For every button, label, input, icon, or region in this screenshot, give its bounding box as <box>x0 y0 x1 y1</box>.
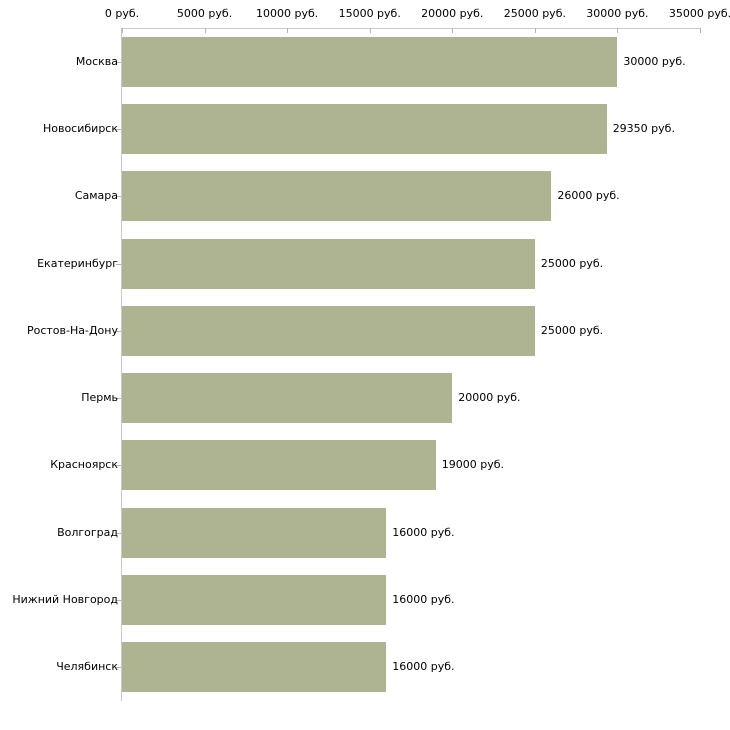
x-axis-tick-mark <box>122 28 123 33</box>
bar[interactable] <box>122 440 436 491</box>
bar[interactable] <box>122 36 618 87</box>
y-axis-line <box>121 28 122 701</box>
bar-value-label: 25000 руб. <box>540 256 604 270</box>
x-axis-tick-label: 15000 руб. <box>338 7 401 20</box>
y-axis-tick-mark <box>116 667 121 669</box>
bar-value-label: 19000 руб. <box>441 458 505 472</box>
bar[interactable] <box>122 103 607 154</box>
bar[interactable] <box>122 575 387 626</box>
x-axis-tick-mark <box>534 28 536 33</box>
y-axis-category-label: Пермь <box>81 391 118 405</box>
y-axis-tick-mark <box>116 263 121 265</box>
bar[interactable] <box>122 507 387 558</box>
y-axis-tick-mark <box>116 330 121 332</box>
bar-value-label: 16000 руб. <box>392 593 455 607</box>
bar-value-label: 26000 руб. <box>557 189 620 203</box>
x-axis-tick-mark <box>204 28 206 33</box>
x-axis-line <box>122 28 700 29</box>
y-axis-category-label: Новосибирск <box>42 121 118 135</box>
bar[interactable] <box>122 171 552 222</box>
bar-value-label: 20000 руб. <box>458 391 521 405</box>
plot-area: 30000 руб. 29350 руб. 26000 руб. 25000 руб.… <box>122 28 730 701</box>
bar[interactable] <box>122 238 535 289</box>
bar[interactable] <box>122 305 535 356</box>
y-axis-category-label: Красноярск <box>50 458 118 472</box>
y-axis-tick-mark <box>116 532 121 534</box>
y-axis-category-label: Волгоград <box>57 525 118 539</box>
y-axis-tick-mark <box>116 600 121 602</box>
y-axis-tick-mark <box>116 398 121 400</box>
y-axis-tick-mark <box>116 465 121 467</box>
y-axis-category-label: Челябинск <box>56 660 118 674</box>
x-axis-tick-label: 10000 руб. <box>256 7 319 20</box>
x-axis-tick-mark <box>700 28 701 33</box>
bar-value-label: 29350 руб. <box>612 121 675 135</box>
y-axis-tick-mark <box>116 196 121 198</box>
y-axis-tick-mark <box>116 128 121 130</box>
y-axis-category-label: Москва <box>75 54 118 68</box>
x-axis-tick-label: 5000 руб. <box>176 7 233 20</box>
bar-value-label: 30000 руб. <box>623 54 686 68</box>
x-axis-tick-mark <box>452 28 454 33</box>
x-axis-tick-label: 20000 руб. <box>421 7 484 20</box>
x-axis-tick-mark <box>369 28 371 33</box>
y-axis-category-label: Нижний Новгород <box>12 593 118 607</box>
bar-value-label: 25000 руб. <box>540 323 604 337</box>
bar[interactable] <box>122 642 387 693</box>
y-axis-tick-mark <box>116 61 121 63</box>
y-axis-category-label: Самара <box>74 189 118 203</box>
x-axis-tick-mark <box>287 28 289 33</box>
x-axis-tick-mark <box>617 28 619 33</box>
x-axis-tick-label: 25000 руб. <box>503 7 566 20</box>
x-axis-tick-label: 35000 руб. <box>668 7 730 20</box>
y-axis-category-label: Екатеринбург <box>37 256 118 270</box>
bar-value-label: 16000 руб. <box>392 660 455 674</box>
x-axis-tick-label: 30000 руб. <box>586 7 649 20</box>
bar-value-label: 16000 руб. <box>392 525 455 539</box>
x-axis-tick-labels: 0 руб. 5000 руб. 10000 руб. 15000 руб. 20000… <box>0 0 730 26</box>
x-axis-tick-label: 0 руб. <box>104 7 140 20</box>
y-axis-category-label: Ростов-На-Дону <box>26 323 118 337</box>
bar[interactable] <box>122 373 453 424</box>
